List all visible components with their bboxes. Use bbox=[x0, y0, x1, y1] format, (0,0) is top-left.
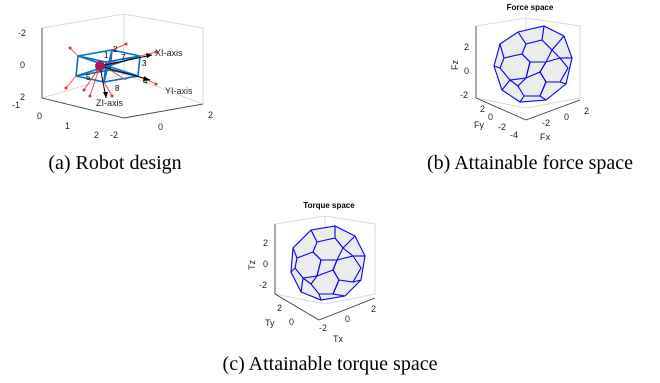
svg-text:2: 2 bbox=[464, 42, 469, 52]
svg-text:2: 2 bbox=[480, 104, 485, 114]
plot-title: Torque space bbox=[303, 201, 355, 210]
x-tick: -1 bbox=[12, 100, 20, 110]
svg-text:-2: -2 bbox=[319, 323, 327, 333]
z-tick: 2 bbox=[20, 92, 25, 102]
svg-text:2: 2 bbox=[371, 304, 376, 314]
panel-torque-space: Torque space 2 0 -2 Tz 2 0 Ty -2 0 2 Tx bbox=[215, 196, 445, 346]
svg-text:2: 2 bbox=[584, 106, 589, 116]
y-axis-label: Fy bbox=[474, 120, 484, 130]
svg-text:2: 2 bbox=[113, 45, 118, 54]
x-tick: 0 bbox=[37, 111, 42, 121]
yi-axis-label: YI-axis bbox=[165, 86, 193, 96]
torque-polytope bbox=[290, 225, 366, 301]
svg-text:3: 3 bbox=[142, 59, 147, 68]
svg-text:-4: -4 bbox=[510, 130, 518, 140]
svg-text:0: 0 bbox=[263, 259, 268, 269]
svg-text:-2: -2 bbox=[259, 280, 267, 290]
panel-force-space: Force space 2 0 -2 Fz 2 0 -2 -4 Fy -2 0 … bbox=[430, 0, 660, 150]
svg-text:1: 1 bbox=[104, 51, 109, 60]
z-axis-label: Fz bbox=[450, 60, 460, 70]
plot-title: Force space bbox=[507, 3, 554, 12]
y-axis-line bbox=[123, 103, 204, 119]
svg-text:0: 0 bbox=[289, 317, 294, 327]
x-tick: 1 bbox=[65, 121, 70, 131]
svg-text:-2: -2 bbox=[460, 90, 468, 100]
caption-robot-design: (a) Robot design bbox=[48, 152, 182, 174]
x-axis-label: Fx bbox=[540, 132, 550, 142]
y-axis-label: Ty bbox=[265, 318, 275, 328]
svg-text:-2: -2 bbox=[542, 118, 550, 128]
plot-box-edge bbox=[123, 73, 204, 105]
svg-text:0: 0 bbox=[564, 112, 569, 122]
z-tick: -2 bbox=[18, 28, 26, 38]
svg-text:-2: -2 bbox=[498, 122, 506, 132]
caption-force-space: (b) Attainable force space bbox=[426, 152, 633, 174]
svg-text:0: 0 bbox=[488, 112, 493, 122]
svg-text:4: 4 bbox=[143, 77, 148, 86]
svg-text:0: 0 bbox=[345, 314, 350, 324]
caption-torque-space: (c) Attainable torque space bbox=[222, 353, 438, 375]
svg-text:7: 7 bbox=[121, 53, 126, 62]
xi-axis-label: XI-axis bbox=[155, 48, 183, 58]
end-effector-point bbox=[95, 61, 105, 71]
force-polytope bbox=[493, 25, 573, 103]
panel-robot-design: -2 0 2 -1 0 1 2 -2 0 2 bbox=[0, 0, 230, 150]
svg-text:0: 0 bbox=[464, 66, 469, 76]
cable-anchor-points bbox=[64, 42, 158, 98]
z-tick: 0 bbox=[20, 60, 25, 70]
svg-text:2: 2 bbox=[277, 303, 282, 313]
svg-text:5: 5 bbox=[86, 73, 91, 82]
x-axis-label: Tx bbox=[333, 334, 343, 344]
robot-design-plot: -2 0 2 -1 0 1 2 -2 0 2 bbox=[12, 13, 213, 140]
xi-arrowhead bbox=[146, 53, 152, 58]
force-space-plot: Force space 2 0 -2 Fz 2 0 -2 -4 Fy -2 0 … bbox=[450, 3, 589, 142]
cable-numbers: 2 3 4 5 8 7 1 bbox=[86, 45, 148, 93]
svg-text:8: 8 bbox=[115, 84, 120, 93]
zi-axis-label: ZI-axis bbox=[96, 98, 124, 108]
y-tick: 2 bbox=[208, 110, 213, 120]
y-tick: 0 bbox=[158, 122, 163, 132]
plot-box-edge bbox=[41, 73, 125, 99]
yi-arrowhead bbox=[143, 76, 150, 81]
svg-text:2: 2 bbox=[263, 238, 268, 248]
x-tick: 2 bbox=[94, 130, 99, 140]
torque-space-plot: Torque space 2 0 -2 Tz 2 0 Ty -2 0 2 Tx bbox=[247, 201, 376, 344]
zi-arrowhead bbox=[103, 92, 108, 98]
z-axis-label: Tz bbox=[247, 260, 257, 270]
y-tick: -2 bbox=[110, 130, 118, 140]
x-axis-line bbox=[41, 97, 125, 119]
